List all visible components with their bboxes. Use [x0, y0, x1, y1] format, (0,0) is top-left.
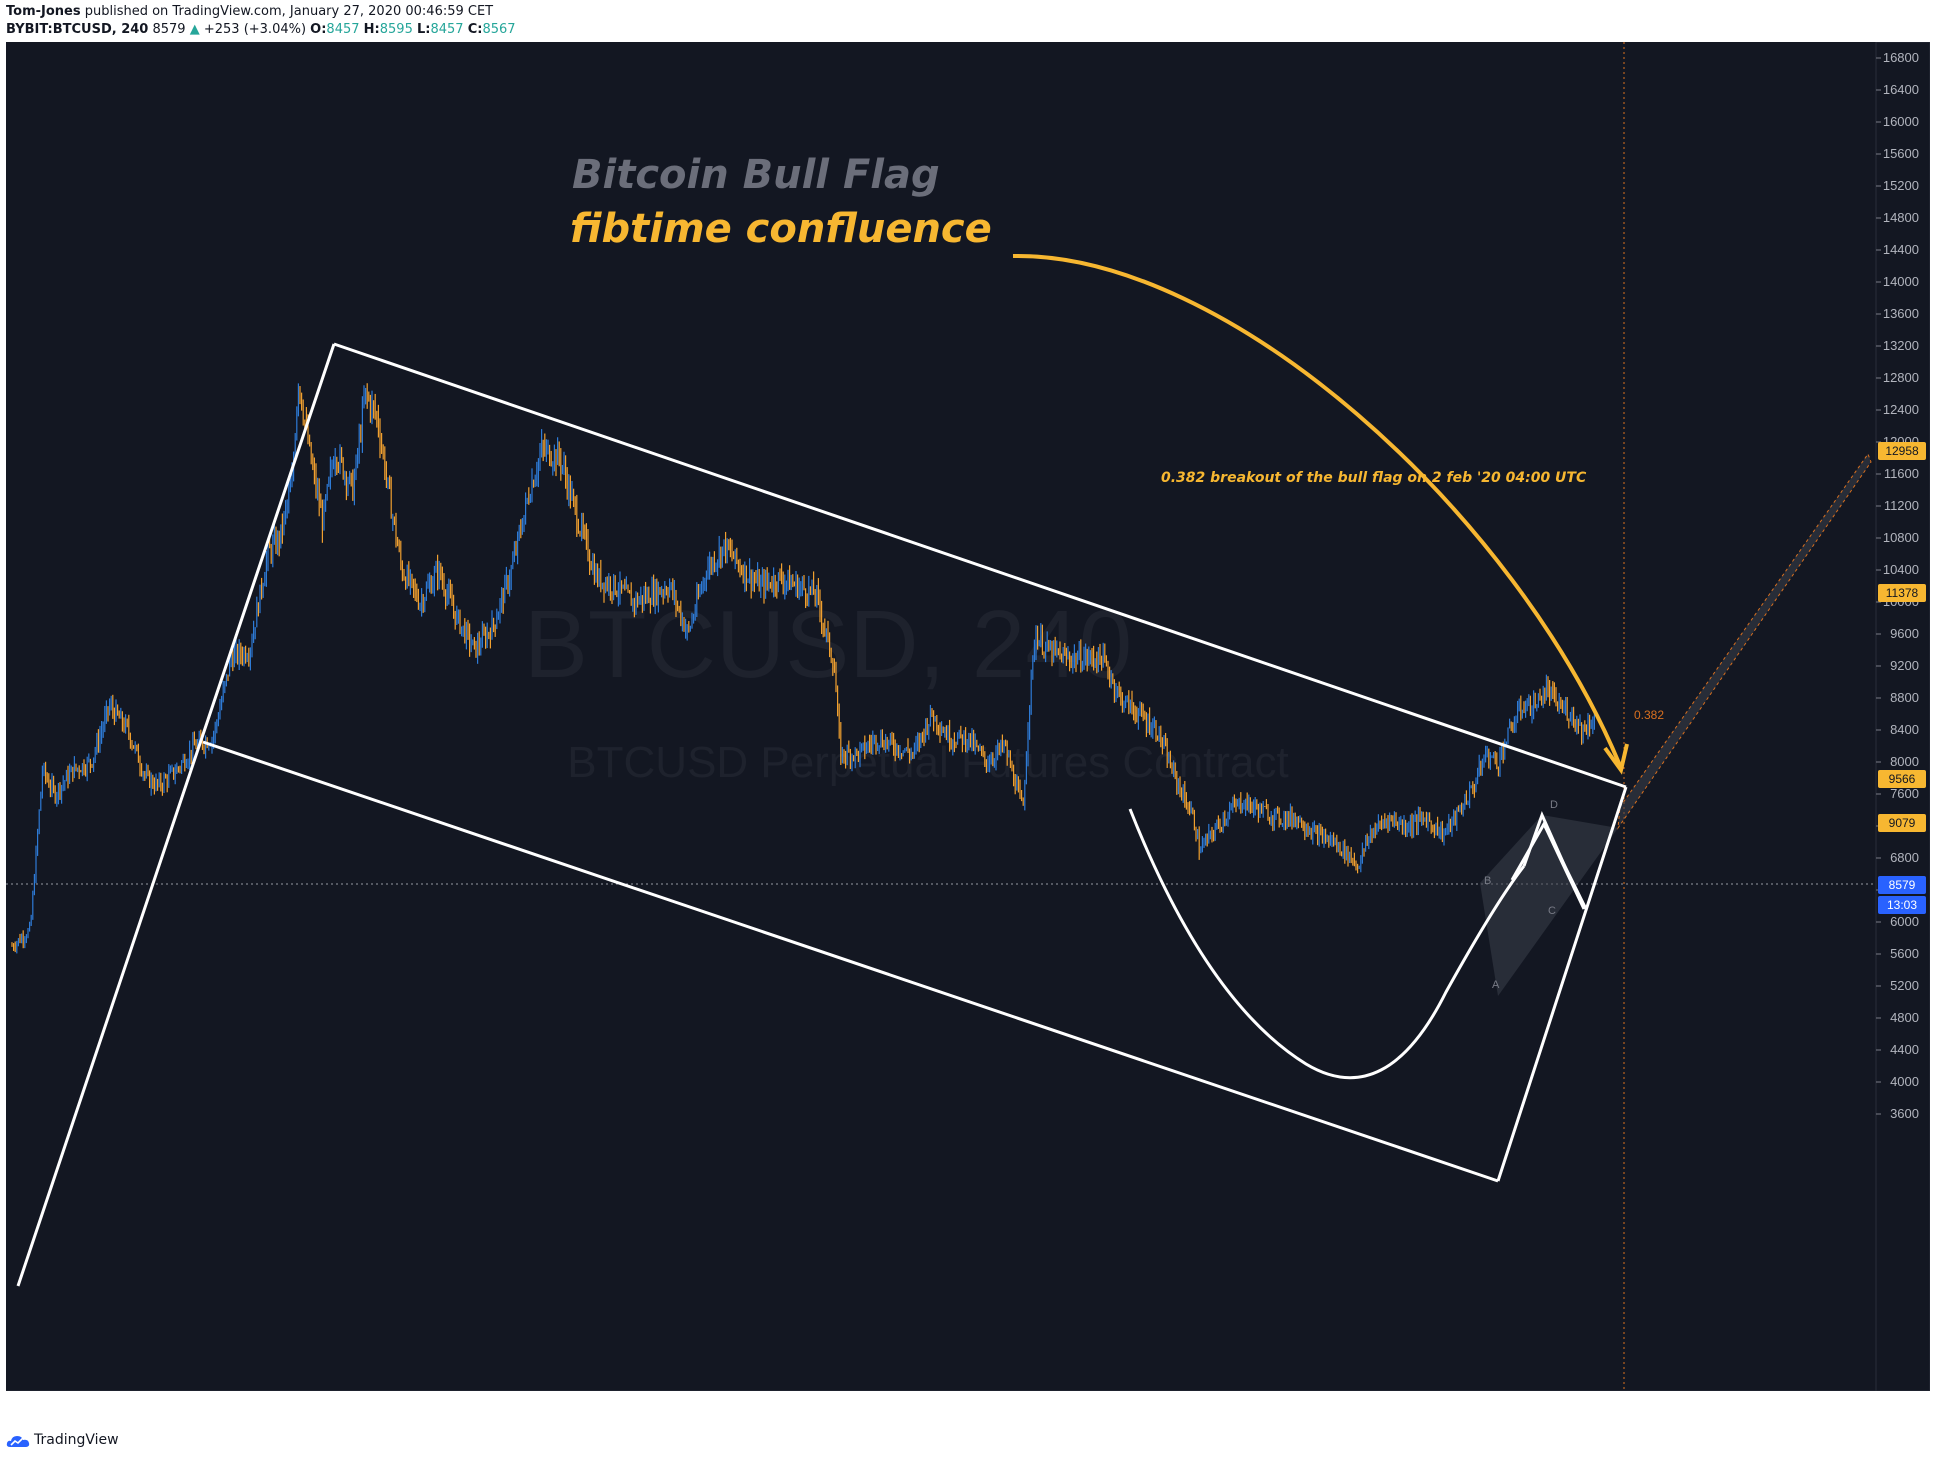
price-tag: [1878, 896, 1926, 914]
price-tag: [1878, 814, 1926, 832]
price-tick-label: 7600: [1890, 786, 1919, 801]
arrow-head-icon: [1603, 743, 1629, 775]
low-label: L:: [416, 22, 431, 37]
up-arrow-icon: ▲: [189, 22, 200, 37]
price-tag-label: 12958: [1885, 444, 1919, 458]
price-tick-label: 14800: [1883, 210, 1919, 225]
svg-text:C: C: [1548, 905, 1556, 917]
price-candles: [11, 383, 1596, 954]
price-tick-label: 13600: [1883, 306, 1919, 321]
price-tag-label: 9079: [1889, 816, 1916, 830]
price-change: +253 (+3.04%): [203, 22, 307, 37]
fib-level-label: 0.382: [1634, 708, 1664, 722]
ohlc-legend: BYBIT:BTCUSD, 240 8579 ▲ +253 (+3.04%) O…: [6, 22, 516, 37]
price-tick-label: 8400: [1890, 722, 1919, 737]
cup-curve[interactable]: [1128, 808, 1526, 1080]
price-tick-label: 4400: [1890, 1042, 1919, 1057]
published-text: published on TradingView.com, January 27…: [84, 4, 494, 19]
price-tick-label: 12800: [1883, 370, 1919, 385]
price-tick-label: 6800: [1890, 850, 1919, 865]
footer: TradingView: [0, 1422, 1940, 1459]
author-name[interactable]: Tom-Jones: [6, 4, 81, 19]
channel-right[interactable]: [1496, 786, 1628, 1182]
price-tag-label: 13:03: [1887, 898, 1917, 912]
price-tick-label: 16800: [1883, 50, 1919, 65]
annotation-arrow[interactable]: [1012, 253, 1623, 769]
price-tag: [1878, 584, 1926, 602]
price-tag: [1878, 442, 1926, 460]
close-label: C:: [467, 22, 483, 37]
svg-text:D: D: [1550, 799, 1558, 811]
price-tag: [1878, 876, 1926, 894]
brand-label[interactable]: TradingView: [34, 1432, 119, 1448]
price-tick-label: 12400: [1883, 402, 1919, 417]
price-tick-label: 9600: [1890, 626, 1919, 641]
low-value: 8457: [430, 22, 464, 37]
annotation-title[interactable]: Bitcoin Bull Flag: [572, 152, 940, 198]
price-tag-label: 8579: [1889, 878, 1916, 892]
price-tick-label: 8000: [1890, 754, 1919, 769]
channel-top[interactable]: [333, 342, 1627, 789]
price-tick-label: 14400: [1883, 242, 1919, 257]
flag-zone: [1480, 815, 1618, 996]
flag-projection: [1617, 452, 1872, 830]
tradingview-cloud-icon: [6, 1436, 30, 1447]
flag-pole[interactable]: [1510, 820, 1588, 910]
price-chart[interactable]: BTCUSD, 240 BTCUSD Perpetual Futures Con…: [6, 42, 1930, 1391]
price-tick-label: 14000: [1883, 274, 1919, 289]
publish-info: Tom-Jones published on TradingView.com, …: [6, 4, 493, 19]
high-label: H:: [363, 22, 380, 37]
high-value: 8595: [379, 22, 413, 37]
symbol-label[interactable]: BYBIT:BTCUSD, 240: [6, 22, 149, 37]
chart-area[interactable]: BTCUSD, 240 BTCUSD Perpetual Futures Con…: [6, 42, 1930, 1391]
channel-outer-left[interactable]: [16, 343, 336, 1287]
price-tick-label: 4000: [1890, 1074, 1919, 1089]
price-tick-label: 16000: [1883, 114, 1919, 129]
price-tick-label: 3600: [1890, 1106, 1919, 1121]
price-tags: 12958 11378 9566 9079 8579 13:03: [1878, 442, 1926, 914]
price-tick-label: 15200: [1883, 178, 1919, 193]
price-tag-label: 9566: [1889, 772, 1916, 786]
price-tick-label: 8800: [1890, 690, 1919, 705]
close-value: 8567: [482, 22, 516, 37]
price-tag: [1878, 770, 1926, 788]
price-tick-label: 16400: [1883, 82, 1919, 97]
trend-drawings[interactable]: [16, 342, 1628, 1287]
price-tick-label: 5600: [1890, 946, 1919, 961]
abcd-labels: B A D C: [1484, 799, 1558, 991]
price-tick-label: 5200: [1890, 978, 1919, 993]
chart-header: Tom-Jones published on TradingView.com, …: [0, 0, 1940, 42]
price-tick-label: 9200: [1890, 658, 1919, 673]
price-tick-label: 13200: [1883, 338, 1919, 353]
price-tag-label: 11378: [1886, 586, 1919, 600]
channel-bottom[interactable]: [202, 740, 1499, 1183]
price-tick-label: 11600: [1884, 466, 1919, 481]
price-tick-label: 10800: [1883, 530, 1919, 545]
last-price: 8579: [152, 22, 186, 37]
annotation-note[interactable]: 0.382 breakout of the bull flag on 2 feb…: [1161, 470, 1587, 486]
open-label: O:: [310, 22, 327, 37]
price-tick-label: 10400: [1883, 562, 1919, 577]
price-tick-label: 15600: [1883, 146, 1919, 161]
price-tick-label: 4800: [1890, 1010, 1919, 1025]
open-value: 8457: [326, 22, 360, 37]
annotation-subtitle[interactable]: fibtime confluence: [570, 206, 992, 252]
svg-text:A: A: [1492, 979, 1500, 991]
price-tick-label: 6000: [1890, 914, 1919, 929]
svg-text:B: B: [1484, 875, 1491, 887]
price-tick-label: 11200: [1884, 498, 1919, 513]
